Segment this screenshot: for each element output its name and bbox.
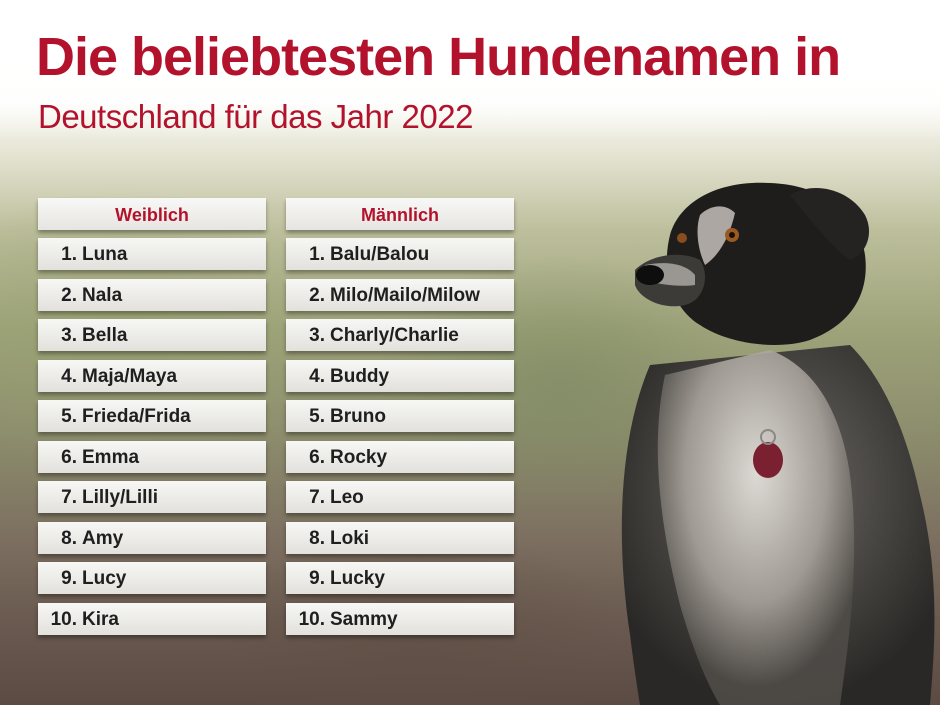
male-header: Männlich (286, 198, 514, 230)
rank-number: 10. (50, 608, 77, 630)
female-header: Weiblich (38, 198, 266, 230)
rank-number: 4. (309, 365, 325, 387)
male-name-row: 4. Buddy (286, 359, 514, 392)
rank-number: 8. (61, 527, 77, 549)
dog-name: Milo/Mailo/Milow (330, 284, 480, 306)
dog-name: Frieda/Frida (82, 406, 191, 427)
rank-number: 1. (309, 244, 325, 265)
dog-name: Loki (330, 527, 370, 549)
rank-number: 2. (309, 284, 325, 306)
dog-name: Nala (82, 284, 123, 306)
male-names-list: 1. Balu/Balou 2. Milo/Mailo/Milow 3. Charly/C… (286, 238, 514, 635)
dog-name: Lucky (330, 568, 385, 589)
rank-number: 6. (309, 446, 325, 468)
male-name-row: 10. Sammy (286, 602, 514, 635)
dog-name: Amy (82, 527, 124, 549)
male-name-row: 7. Leo (286, 481, 514, 513)
rank-number: 9. (309, 568, 325, 589)
female-names-list: 1. Luna 2. Nala 3. Bella 4. Maja/Maya 5. Frieda/F… (38, 238, 266, 635)
male-name-row: 9. Lucky (286, 562, 514, 594)
rank-number: 3. (61, 325, 77, 346)
rank-number: 1. (61, 244, 77, 265)
male-name-row: 3. Charly/Charlie (286, 319, 514, 351)
rank-number: 8. (309, 527, 325, 549)
female-name-row: 8. Amy (38, 521, 266, 554)
dog-name: Rocky (330, 446, 388, 468)
dog-name: Buddy (330, 365, 390, 387)
rank-number: 9. (61, 568, 77, 589)
dog-illustration (621, 182, 935, 705)
dog-name: Bruno (330, 406, 386, 427)
dog-name: Leo (330, 487, 364, 508)
page-title: Die beliebtesten Hundenamen in (36, 27, 841, 87)
rank-number: 5. (61, 406, 77, 427)
dog-name: Lucy (82, 568, 127, 589)
title-band (0, 0, 940, 140)
rank-number: 5. (309, 406, 325, 427)
female-name-row: 10. Kira (38, 602, 266, 635)
page-subtitle: Deutschland für das Jahr 2022 (38, 98, 473, 135)
female-name-row: 5. Frieda/Frida (38, 400, 266, 432)
male-name-row: 6. Rocky (286, 440, 514, 473)
female-name-row: 4. Maja/Maya (38, 359, 266, 392)
female-name-row: 2. Nala (38, 278, 266, 311)
male-name-row: 8. Loki (286, 521, 514, 554)
female-name-row: 3. Bella (38, 319, 266, 351)
dog-name: Bella (82, 325, 128, 346)
female-name-row: 7. Lilly/Lilli (38, 481, 266, 513)
rank-number: 4. (61, 365, 77, 387)
dog-name: Kira (82, 608, 119, 630)
female-name-row: 9. Lucy (38, 562, 266, 594)
male-name-row: 1. Balu/Balou (286, 238, 514, 270)
female-name-row: 6. Emma (38, 440, 266, 473)
rank-number: 3. (309, 325, 325, 346)
dog-name: Balu/Balou (330, 244, 430, 265)
dog-name: Lilly/Lilli (82, 487, 159, 508)
dog-name: Luna (82, 244, 128, 265)
dog-name: Emma (82, 446, 140, 468)
dog-name: Charly/Charlie (330, 325, 459, 346)
rank-number: 7. (61, 487, 77, 508)
male-name-row: 2. Milo/Mailo/Milow (286, 278, 514, 311)
rank-number: 2. (61, 284, 77, 306)
dog-name: Maja/Maya (82, 365, 178, 387)
rank-number: 6. (61, 446, 77, 468)
dog-name: Sammy (330, 608, 398, 630)
female-name-row: 1. Luna (38, 238, 266, 270)
female-names-column: Weiblich 1. Luna 2. Nala 3. Bella 4. Maja/Maya 5… (38, 198, 266, 643)
rank-number: 10. (298, 608, 325, 630)
male-names-column: Männlich 1. Balu/Balou 2. Milo/Mailo/Milow 3… (286, 198, 514, 643)
rank-number: 7. (309, 487, 325, 508)
male-name-row: 5. Bruno (286, 400, 514, 432)
